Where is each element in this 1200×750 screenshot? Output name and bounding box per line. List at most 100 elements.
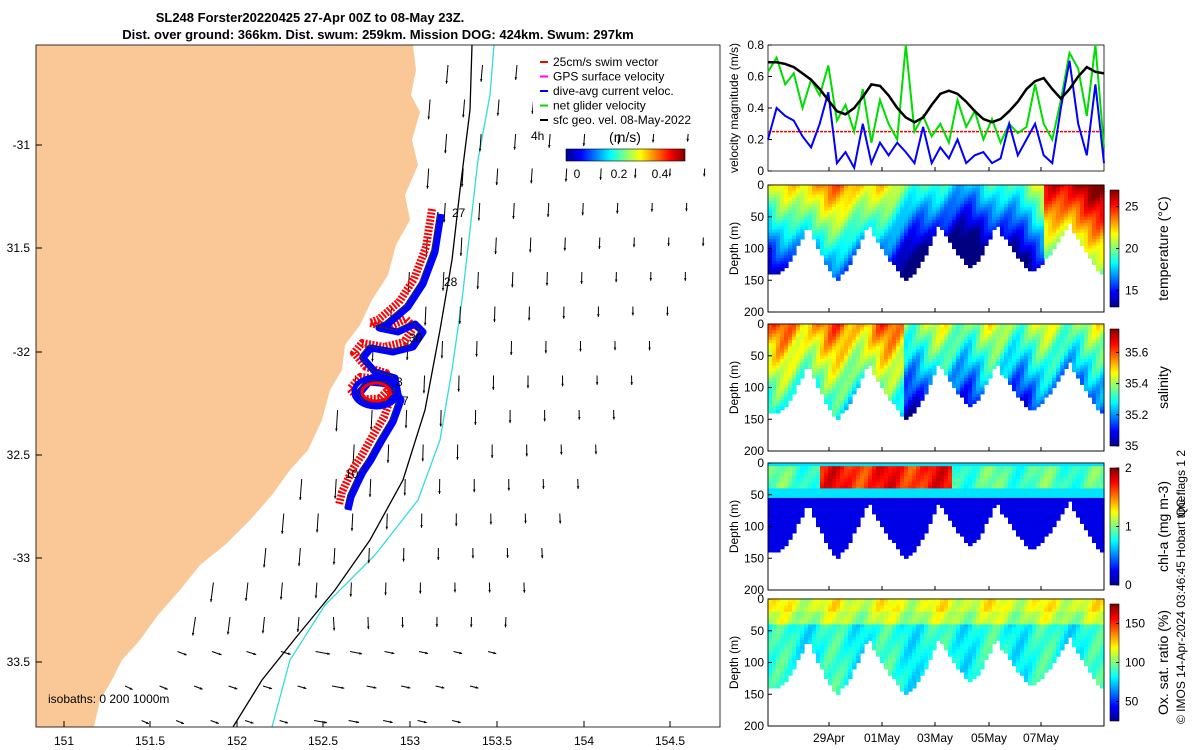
section-cell [772, 381, 777, 385]
section-cell [852, 226, 857, 231]
section-cell [892, 191, 897, 196]
section-cell [872, 210, 877, 215]
section-cell [880, 226, 885, 231]
section-cell [1044, 223, 1049, 227]
section-cell [772, 207, 777, 211]
section-cell [832, 248, 837, 253]
velocity-arrow-head [614, 279, 618, 283]
section-cell [856, 485, 861, 489]
section-cell [892, 358, 897, 363]
section-cell [968, 213, 973, 218]
section-cell [800, 232, 805, 237]
section-cell [864, 223, 869, 227]
section-cell [1084, 349, 1089, 354]
section-cell [984, 336, 989, 341]
section-cell [852, 390, 857, 395]
section-cell [1012, 242, 1017, 246]
section-cell [864, 504, 869, 509]
section-cell [992, 191, 997, 196]
section-cell [1092, 197, 1097, 202]
section-cell [840, 242, 845, 246]
section-cell [1088, 194, 1093, 199]
section-cell [784, 333, 789, 338]
section-cell [772, 336, 777, 341]
section-cell [1088, 204, 1093, 208]
section-cell [896, 333, 901, 338]
section-cell [940, 207, 945, 211]
section-cell [976, 210, 981, 215]
section-cell [964, 384, 969, 389]
section-cell [768, 362, 773, 366]
section-cell [864, 497, 869, 502]
section-cell [1080, 346, 1085, 350]
section-cell [1012, 194, 1017, 199]
section-cell [772, 409, 777, 414]
section-cell [1032, 267, 1037, 272]
section-cell [776, 191, 781, 196]
section-cell [992, 188, 997, 192]
section-cell [828, 235, 833, 240]
section-cell [1004, 374, 1009, 379]
section-cell [972, 387, 977, 392]
section-cell [772, 245, 777, 250]
section-cell [816, 245, 821, 250]
section-cell [1052, 371, 1057, 376]
section-cell [1036, 235, 1041, 240]
section-cell [868, 491, 873, 496]
section-cell [984, 238, 989, 243]
section-cell [996, 330, 1001, 335]
section-cell [860, 188, 865, 192]
section-cell [908, 365, 913, 370]
section-cell [932, 352, 937, 357]
section-cell [832, 346, 837, 350]
section-cell [852, 371, 857, 376]
section-cell [876, 219, 881, 224]
section-cell [956, 200, 961, 205]
section-cell [1088, 333, 1093, 338]
section-cell [916, 355, 921, 360]
section-cell [956, 324, 961, 328]
section-cell [1032, 339, 1037, 344]
section-cell [1020, 352, 1025, 357]
section-cell [820, 469, 825, 474]
section-cell [768, 267, 773, 272]
section-cell [792, 501, 797, 505]
section-cell [908, 381, 913, 385]
section-cell [844, 478, 849, 483]
section-cell [928, 185, 933, 189]
section-cell [928, 358, 933, 363]
section-cell [856, 482, 861, 486]
section-cell [876, 339, 881, 344]
section-cell [1044, 371, 1049, 376]
section-cell [1012, 343, 1017, 347]
section-cell [968, 371, 973, 376]
section-cell [1008, 365, 1013, 370]
section-cell [768, 523, 773, 528]
section-cell [792, 200, 797, 205]
section-cell [852, 223, 857, 227]
section-cell [828, 324, 833, 328]
map-colorbar-title: (m/s) [609, 129, 641, 145]
section-cell [868, 185, 873, 189]
section-cell [848, 482, 853, 486]
velocity-arrow [334, 478, 337, 499]
section-cell [1096, 387, 1101, 392]
section-cell [1020, 226, 1025, 231]
section-cell [852, 213, 857, 218]
section-cell [1016, 235, 1021, 240]
section-cell [1000, 355, 1005, 360]
section-cell [896, 478, 901, 483]
section-cell [1012, 324, 1017, 328]
velocity-arrow-head [668, 173, 672, 177]
section-cell [796, 475, 801, 480]
section-cell [768, 545, 773, 550]
section-cell [828, 264, 833, 269]
section-cell [904, 204, 909, 208]
section-cell [996, 349, 1001, 354]
section-cell [916, 387, 921, 392]
section-cell [872, 197, 877, 202]
section-cell [908, 516, 913, 521]
section-cell [868, 346, 873, 350]
velocity-arrow-head [349, 593, 353, 597]
section-cell [908, 273, 913, 278]
